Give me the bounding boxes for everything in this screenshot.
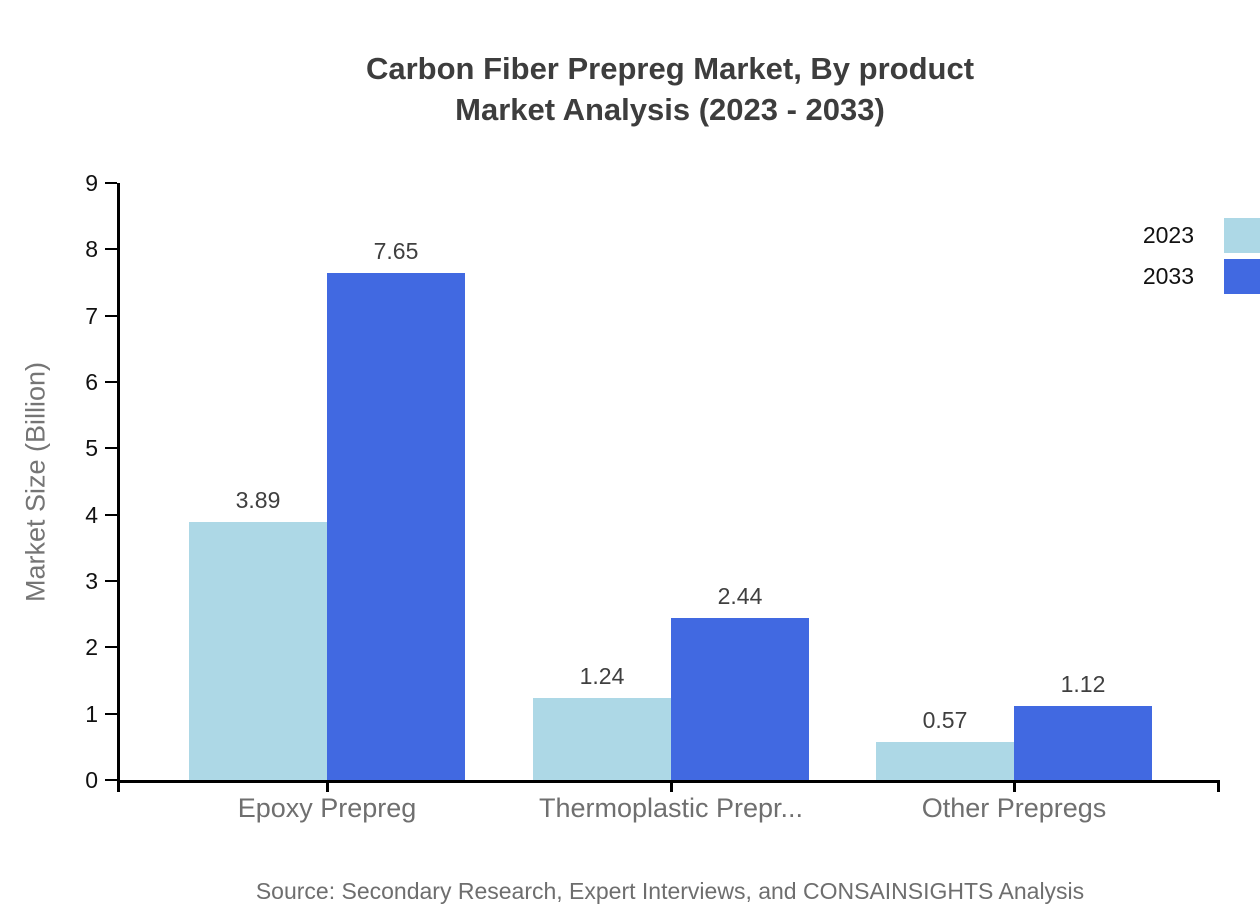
y-tick-3: [105, 580, 117, 582]
x-tick-epoxy-prepreg: [325, 780, 329, 792]
x-tick-thermoplastic-prepr: [669, 780, 673, 792]
y-tick-label-2: 2: [85, 634, 98, 661]
legend-label-2023: 2023: [1142, 222, 1194, 248]
value-label-2033-thermoplastic-prepr: 2.44: [717, 583, 763, 610]
legend: 2023 2033: [1143, 218, 1260, 300]
y-tick-label-4: 4: [85, 501, 98, 528]
category-label-epoxy-prepreg: Epoxy Prepreg: [237, 793, 417, 823]
legend-swatch-2023: [1224, 218, 1260, 253]
chart-title-line2: Market Analysis (2023 - 2033): [455, 92, 885, 127]
chart-title-line1: Carbon Fiber Prepreg Market, By product: [365, 51, 975, 86]
legend-item-2033: 2033: [1143, 259, 1260, 294]
source-note: Source: Secondary Research, Expert Inter…: [255, 878, 1085, 904]
value-label-2033-epoxy-prepreg: 7.65: [373, 237, 419, 264]
chart-title: Carbon Fiber Prepreg Market, By product …: [80, 48, 1260, 130]
y-tick-9: [105, 182, 117, 184]
value-label-2023-other-prepregs: 0.57: [922, 707, 968, 734]
y-tick-label-0: 0: [85, 767, 98, 793]
bar-2023-thermoplastic-prepr: [533, 697, 671, 780]
category-label-thermoplastic-prepr: Thermoplastic Prepr...: [538, 793, 804, 823]
legend-item-2023: 2023: [1143, 218, 1260, 253]
bar-2033-epoxy-prepreg: [327, 272, 465, 780]
bar-2023-other-prepregs: [876, 742, 1014, 780]
y-tick-label-9: 9: [85, 170, 98, 196]
legend-label-2033: 2033: [1142, 263, 1194, 289]
y-tick-5: [105, 447, 117, 450]
y-tick-label-1: 1: [85, 700, 98, 727]
bar-2023-epoxy-prepreg: [189, 521, 327, 780]
x-tick-other-prepregs: [1012, 780, 1016, 792]
y-tick-2: [105, 646, 117, 649]
bar-2033-other-prepregs: [1014, 705, 1152, 780]
y-tick-8: [105, 248, 117, 251]
legend-swatch-2033: [1224, 259, 1260, 294]
y-tick-label-7: 7: [85, 302, 98, 329]
y-tick-label-6: 6: [85, 369, 98, 395]
x-axis-line: [117, 780, 1220, 783]
category-label-other-prepregs: Other Prepregs: [921, 793, 1107, 823]
y-axis-line: [117, 183, 120, 792]
value-label-2023-thermoplastic-prepr: 1.24: [579, 662, 625, 689]
value-label-2023-epoxy-prepreg: 3.89: [235, 486, 281, 513]
y-tick-label-3: 3: [85, 568, 98, 594]
plot-area: 0 1 2 3 4 5 6 7 8 9 Epoxy Prepreg Thermoplastic Pre…: [85, 170, 1220, 823]
x-axis-end-tick: [1217, 780, 1220, 792]
value-label-2033-other-prepregs: 1.12: [1060, 670, 1106, 697]
y-tick-6: [105, 381, 117, 383]
y-tick-7: [105, 314, 117, 317]
bar-2033-thermoplastic-prepr: [671, 618, 809, 780]
y-tick-4: [105, 513, 117, 516]
y-tick-0: [105, 779, 117, 781]
y-tick-1: [105, 712, 117, 715]
y-tick-label-8: 8: [85, 236, 98, 263]
y-tick-label-5: 5: [85, 435, 98, 462]
y-axis-label: Market Size (Billion): [20, 361, 51, 603]
